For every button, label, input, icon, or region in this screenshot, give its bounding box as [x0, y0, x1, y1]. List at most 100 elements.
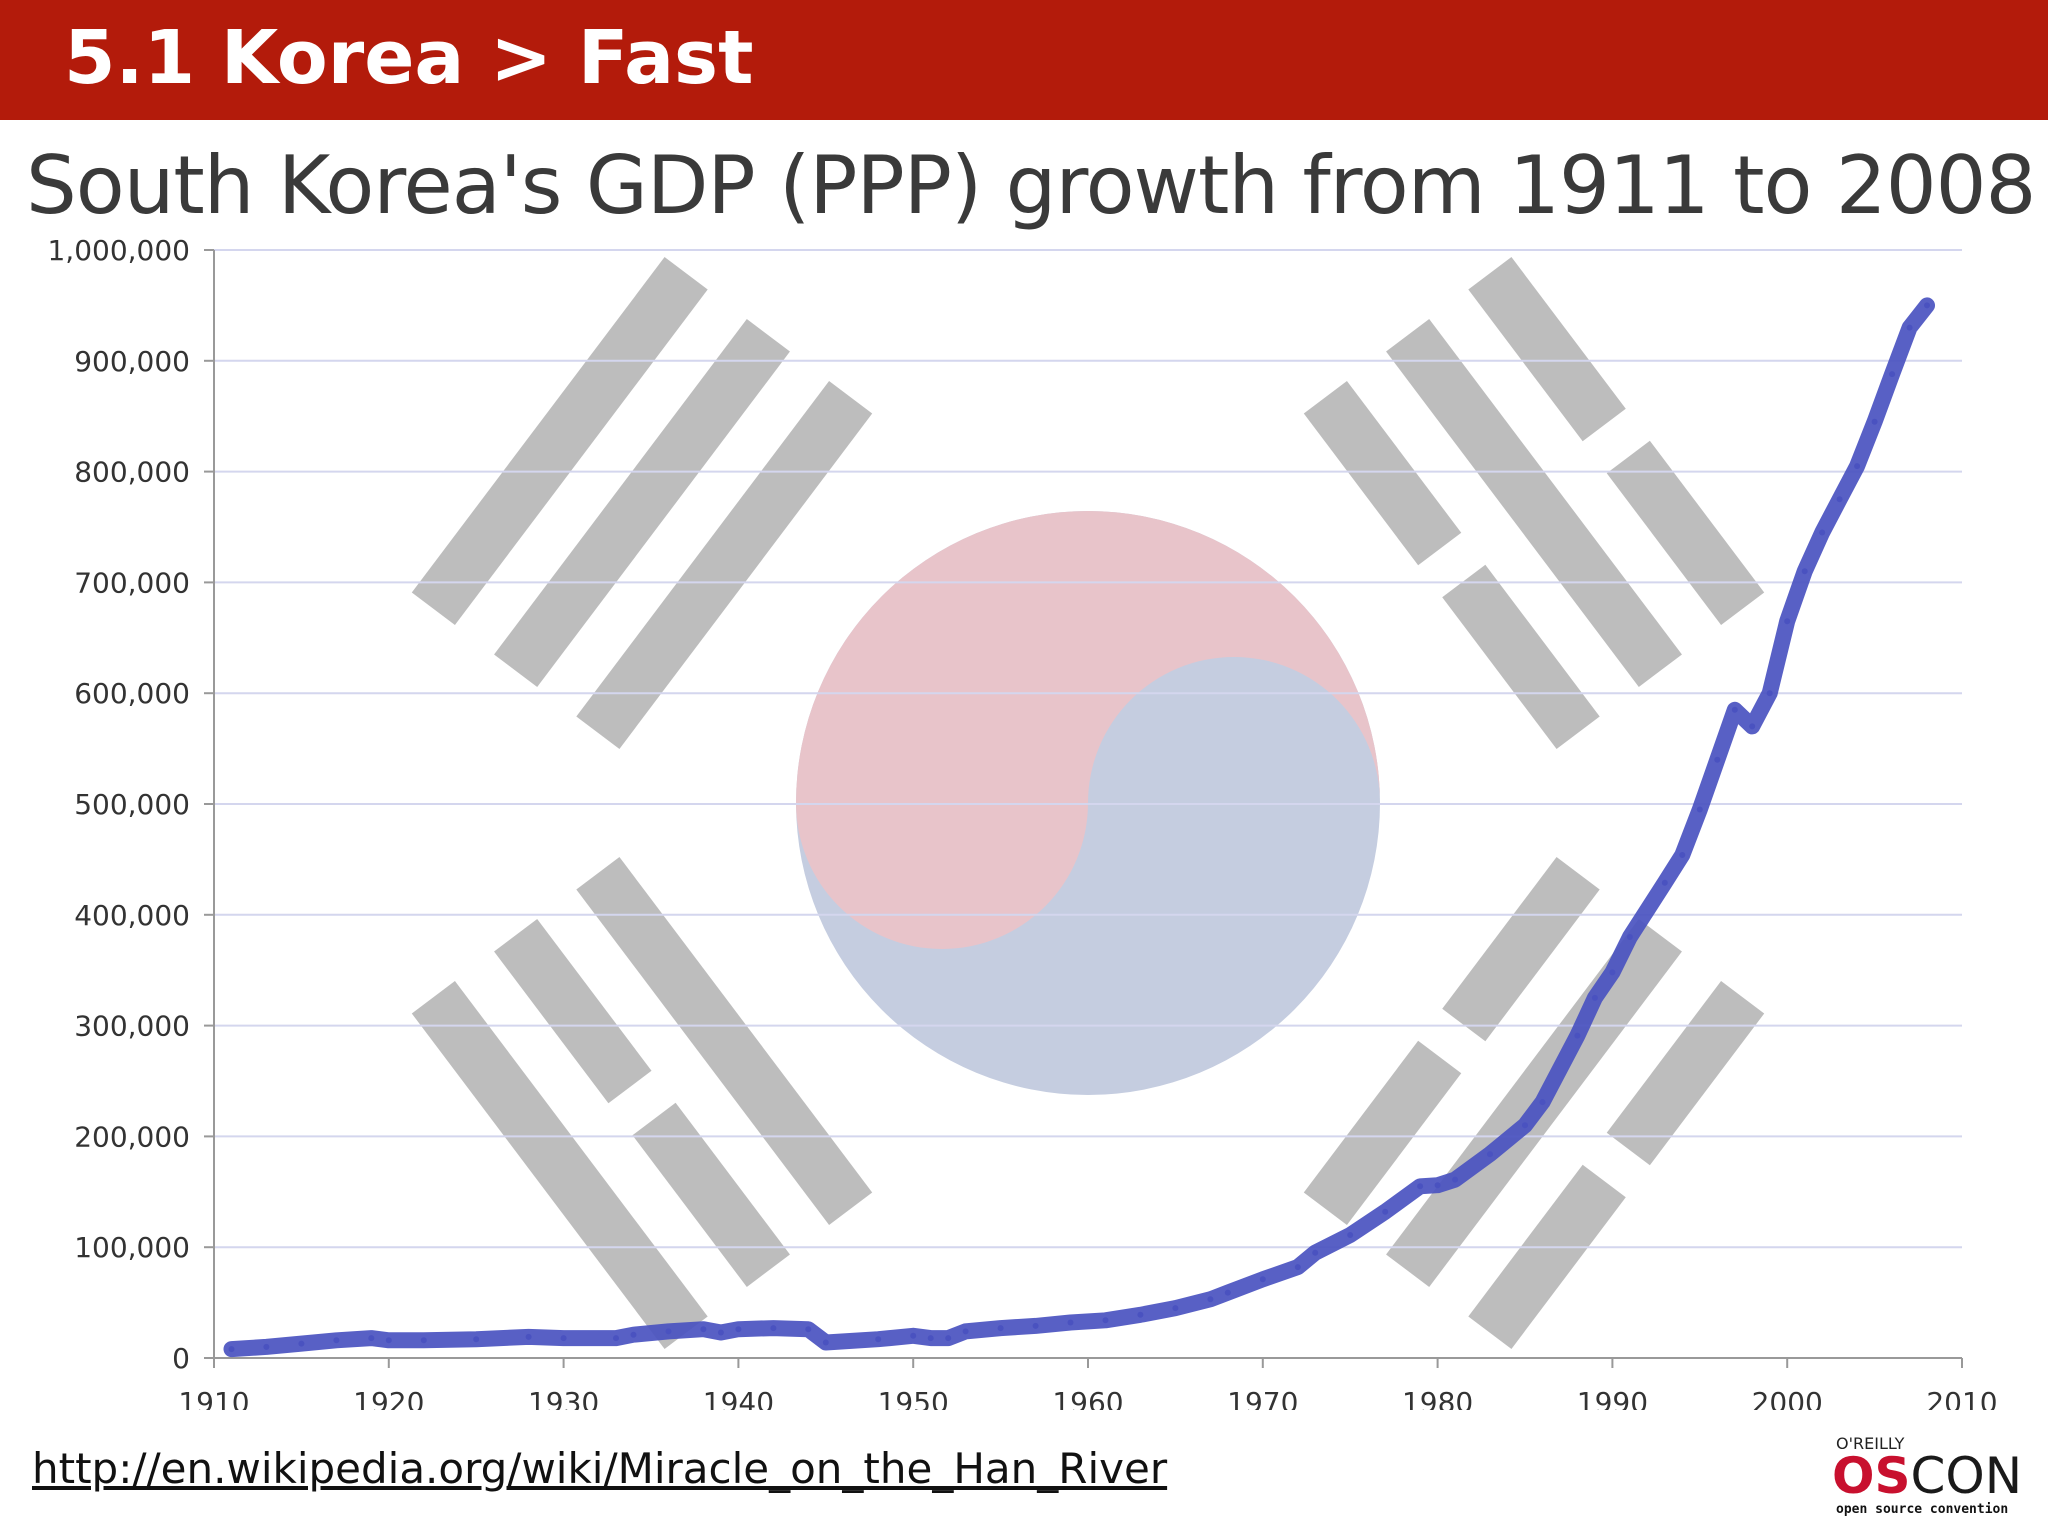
- x-tick-label: 1980: [1402, 1386, 1473, 1410]
- data-point: [385, 1337, 392, 1344]
- source-link[interactable]: http://en.wikipedia.org/wiki/Miracle_on_…: [32, 1444, 1168, 1493]
- data-point: [1539, 1099, 1546, 1106]
- data-point: [1714, 756, 1721, 763]
- gridlines: [214, 249, 1962, 1249]
- data-point: [1452, 1176, 1459, 1183]
- axes: [204, 249, 1963, 1368]
- y-tick-label: 600,000: [74, 677, 190, 710]
- data-point: [1067, 1319, 1074, 1326]
- logo-con: CON: [1910, 1447, 2023, 1505]
- data-point: [1661, 879, 1668, 886]
- y-tick-label: 200,000: [74, 1120, 190, 1153]
- trigram-top-right: [1303, 257, 1765, 749]
- x-tick-label: 2010: [1926, 1386, 1997, 1410]
- logo-main-text: OSCON: [1832, 1448, 2022, 1504]
- data-point: [822, 1339, 829, 1346]
- data-point: [805, 1326, 812, 1333]
- data-point: [1207, 1296, 1214, 1303]
- data-point: [1871, 418, 1878, 425]
- data-point: [1819, 529, 1826, 536]
- logo-oreilly-text: O'REILLY: [1836, 1434, 1905, 1453]
- data-point: [1731, 706, 1738, 713]
- trigram-bottom-left: [411, 857, 873, 1349]
- header-bar: [0, 0, 2048, 120]
- trigram-top-left: [411, 257, 873, 749]
- x-tick-label: 1960: [1052, 1386, 1123, 1410]
- data-point: [1696, 806, 1703, 813]
- x-tick-label: 1910: [178, 1386, 249, 1410]
- data-point: [1836, 496, 1843, 503]
- data-point: [1487, 1151, 1493, 1158]
- data-point: [770, 1325, 777, 1332]
- data-point: [1679, 852, 1686, 858]
- data-point: [1434, 1182, 1441, 1189]
- data-point: [700, 1326, 707, 1333]
- data-point: [1854, 463, 1861, 470]
- data-point: [1784, 618, 1791, 625]
- data-point: [1522, 1122, 1528, 1129]
- data-point: [1609, 969, 1616, 976]
- data-point: [473, 1336, 480, 1343]
- data-point: [910, 1332, 917, 1339]
- data-point: [1259, 1276, 1266, 1283]
- x-tick-labels: 1910 1920 1930 1940 1950 1960 1970 1980 1990 2000…: [178, 1386, 1997, 1410]
- data-point: [560, 1335, 567, 1342]
- data-point: [1924, 302, 1930, 309]
- x-tick-label: 1990: [1577, 1386, 1648, 1410]
- x-tick-label: 2000: [1752, 1386, 1823, 1410]
- y-tick-label: 800,000: [74, 456, 190, 489]
- data-point: [1801, 568, 1808, 575]
- y-tick-label: 500,000: [74, 788, 190, 821]
- y-tick-label: 300,000: [74, 1010, 190, 1043]
- data-point: [1766, 690, 1773, 697]
- data-point: [228, 1346, 235, 1353]
- logo-os: OS: [1832, 1447, 1911, 1505]
- data-point: [1137, 1311, 1144, 1318]
- y-tick-label: 1,000,000: [47, 234, 190, 267]
- data-point: [1172, 1305, 1179, 1312]
- data-point: [525, 1333, 532, 1340]
- data-point: [735, 1326, 742, 1333]
- y-tick-label: 400,000: [74, 899, 190, 932]
- data-point: [875, 1336, 882, 1343]
- data-point: [368, 1335, 375, 1342]
- data-point: [1294, 1264, 1301, 1271]
- data-point: [1574, 1032, 1581, 1039]
- data-point: [630, 1331, 637, 1338]
- data-point: [613, 1335, 619, 1342]
- gdp-line-chart: 0 100,000 200,000 300,000 400,000 500,000 600,…: [47, 234, 1997, 1410]
- data-point: [997, 1325, 1004, 1332]
- data-point: [1382, 1208, 1389, 1215]
- chart-title: South Korea's GDP (PPP) growth from 1911…: [26, 139, 2036, 232]
- y-tick-label: 100,000: [74, 1231, 190, 1264]
- data-point: [298, 1340, 305, 1347]
- data-point: [1626, 934, 1633, 940]
- data-point: [1224, 1289, 1231, 1296]
- y-tick-label: 700,000: [74, 566, 190, 599]
- data-point: [333, 1337, 340, 1344]
- data-point: [1032, 1322, 1039, 1329]
- x-tick-label: 1940: [703, 1386, 774, 1410]
- data-point: [962, 1328, 969, 1335]
- data-point: [1347, 1232, 1354, 1238]
- data-point: [420, 1337, 427, 1344]
- series-layer: [223, 297, 1935, 1358]
- data-point: [1906, 324, 1913, 331]
- data-point: [1591, 994, 1598, 1001]
- data-point: [1312, 1249, 1319, 1256]
- oscon-logo: O'REILLY OSCON open source convention: [1824, 1430, 2034, 1517]
- y-tick-labels: 0 100,000 200,000 300,000 400,000 500,000 600,…: [47, 234, 190, 1375]
- logo-tagline: open source convention: [1836, 1502, 2009, 1517]
- x-tick-label: 1970: [1227, 1386, 1298, 1410]
- data-point: [1102, 1317, 1109, 1324]
- slide-title: 5.1 Korea > Fast: [64, 15, 754, 101]
- data-point: [717, 1329, 724, 1336]
- data-point: [263, 1343, 270, 1350]
- data-point: [927, 1335, 934, 1342]
- data-point: [1417, 1183, 1424, 1190]
- data-point: [1749, 723, 1756, 730]
- y-tick-label: 0: [172, 1342, 190, 1375]
- x-tick-label: 1930: [528, 1386, 599, 1410]
- y-tick-label: 900,000: [74, 345, 190, 378]
- data-point: [665, 1328, 672, 1335]
